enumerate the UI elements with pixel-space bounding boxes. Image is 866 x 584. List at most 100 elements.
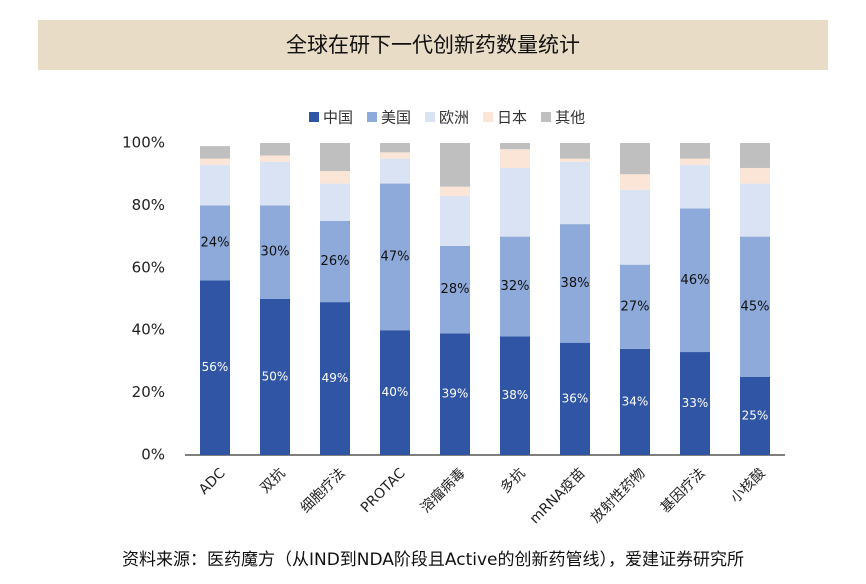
data-label: 26% [321,254,350,269]
bar-segment [740,377,770,455]
data-label: 40% [382,385,409,399]
bar-segment [200,146,230,159]
bar-segment [260,205,290,299]
bar-segment [380,158,410,184]
legend-swatch [483,112,494,122]
bar-segment [320,221,350,303]
bar-segment [620,174,650,190]
bar-segment [740,183,770,237]
bar-segment [320,143,350,172]
legend-label: 美国 [381,109,411,127]
data-label: 56% [202,360,229,374]
data-label: 27% [621,299,650,314]
x-tick-label: 细胞疗法 [298,465,349,516]
bar-segment [260,155,290,162]
bar-segment [260,299,290,455]
y-tick-label: 80% [132,196,165,214]
bar-segment [200,164,230,206]
bar-segment [560,143,590,159]
bar-segment [260,161,290,206]
data-label: 30% [261,245,290,260]
bar-segment [620,348,650,455]
y-tick-label: 20% [132,383,165,401]
bar-segment [500,143,530,150]
bar-segment [500,149,530,168]
bar-segment [620,189,650,265]
bar-segment [380,330,410,455]
legend-label: 中国 [323,109,353,127]
bar-segment [500,236,530,337]
data-label: 49% [322,371,349,385]
bar-segment [680,164,710,209]
legend-swatch [541,112,552,122]
bar-segment [500,336,530,455]
data-label: 36% [562,391,589,405]
bar-segment [680,158,710,165]
data-label: 38% [502,388,529,402]
bar-segment [560,158,590,162]
bar-segment [740,167,770,184]
x-tick-label: PROTAC [358,465,409,516]
data-label: 47% [381,249,410,264]
x-tick-label: 基因疗法 [657,465,709,517]
bar-segment [500,167,530,237]
x-tick-label: mRNA疫苗 [527,465,589,527]
y-tick-label: 100% [122,134,165,152]
y-tick-label: 0% [141,446,165,464]
chart-title: 全球在研下一代创新药数量统计 [286,33,580,57]
legend-label: 日本 [497,109,527,127]
bar-segment [200,280,230,455]
data-label: 45% [741,299,770,314]
legend-label: 欧洲 [439,109,469,127]
bar-segment [680,352,710,455]
legend-swatch [309,112,319,122]
bar-segment [380,183,410,331]
bar-segment [560,161,590,225]
bar-segment [560,342,590,455]
x-tick-label: ADC [196,465,229,498]
legend-swatch [367,112,378,122]
x-tick-label: 小核酸 [728,465,769,506]
source-note: 资料来源：医药魔方（从IND到NDA阶段且Active的创新药管线），爱建证券研… [122,550,744,570]
data-label: 32% [501,279,530,294]
bar-segment [320,171,350,184]
y-tick-label: 60% [132,258,165,276]
bar-segment [680,143,710,159]
data-label: 39% [442,387,469,401]
legend-label: 其他 [555,109,585,127]
bar-segment [260,143,290,156]
data-label: 24% [201,235,230,250]
bar-segment [440,186,470,197]
data-label: 25% [742,409,769,423]
data-label: 28% [441,282,470,297]
bar-segment [200,158,230,165]
bar-segment [620,143,650,175]
x-tick-label: 溶瘤病毒 [417,465,469,517]
data-label: 34% [622,394,649,408]
bar-segment [740,143,770,168]
bar-segment [320,183,350,221]
data-label: 46% [681,273,710,288]
bar-segment [380,152,410,159]
bar-segment [440,245,470,334]
title-banner [38,20,828,70]
bar-segment [740,236,770,377]
bar-segment [440,196,470,246]
bar-segment [380,143,410,153]
x-tick-label: 多抗 [497,465,529,497]
legend-swatch [425,112,436,122]
bar-segment [320,302,350,455]
x-tick-label: 双抗 [258,465,289,496]
bar-segment [620,264,650,349]
bar-segment [440,143,470,187]
data-label: 50% [262,370,289,384]
bar-segment [560,224,590,343]
bar-segment [440,333,470,455]
data-label: 33% [682,396,709,410]
bar-segment [200,205,230,281]
x-tick-label: 放射性药物 [588,465,649,526]
data-label: 38% [561,276,590,291]
bar-segment [680,208,710,353]
y-tick-label: 40% [132,321,165,339]
